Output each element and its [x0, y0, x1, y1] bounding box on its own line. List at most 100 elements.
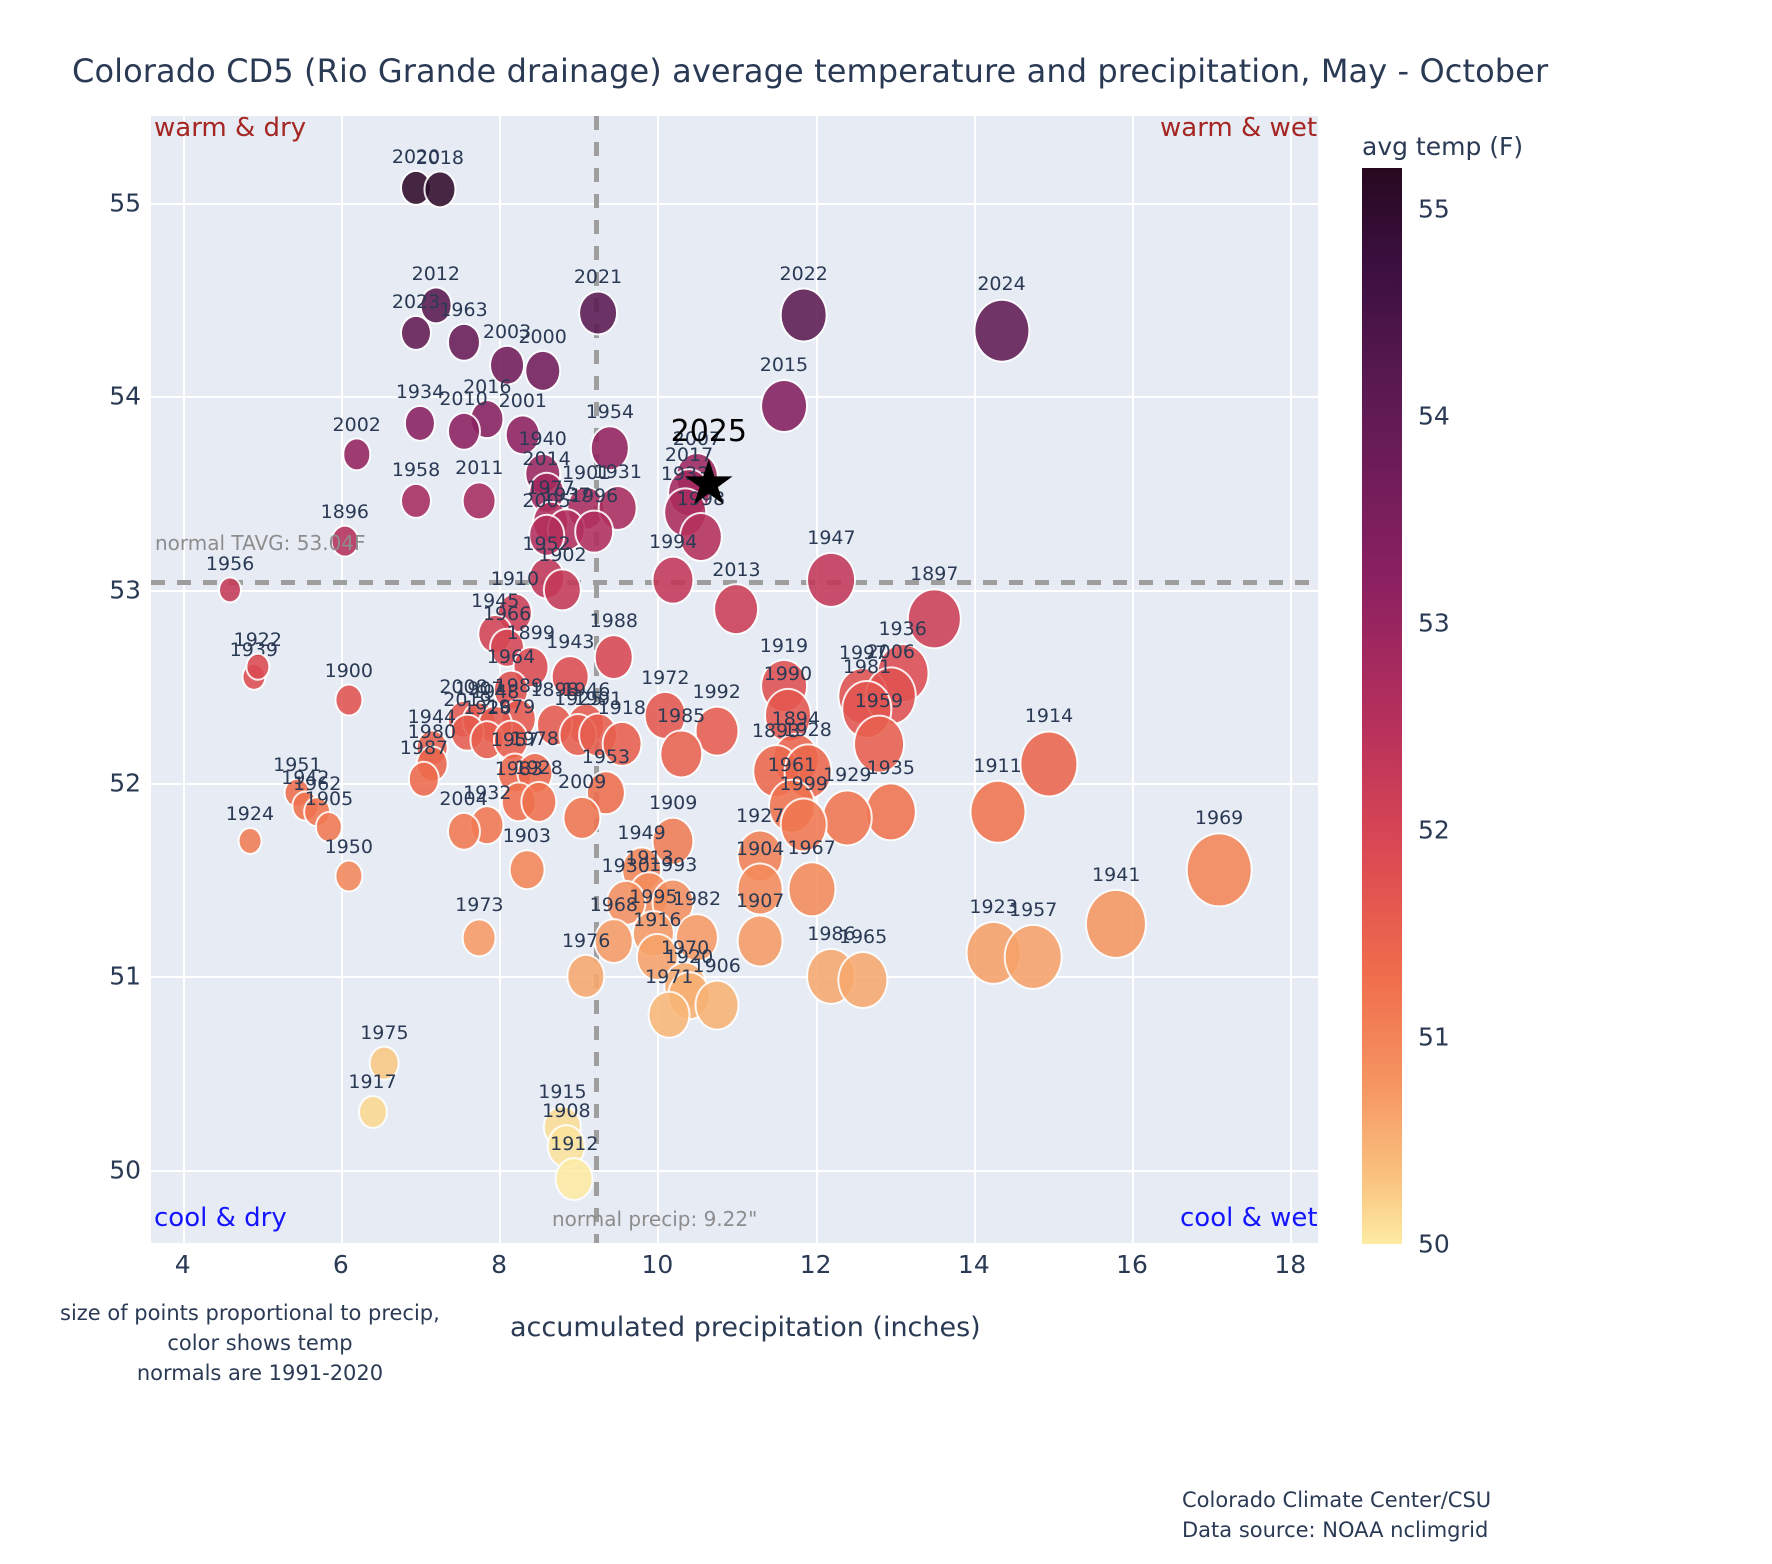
scatter-point[interactable] — [1003, 923, 1063, 990]
scatter-point[interactable] — [562, 795, 602, 840]
scatter-point[interactable] — [760, 378, 808, 433]
scatter-point-label: 1972 — [641, 666, 690, 689]
scatter-point[interactable] — [574, 509, 614, 555]
scatter-point[interactable] — [1185, 832, 1253, 908]
scatter-point[interactable] — [647, 990, 691, 1040]
scatter-point-label: 1959 — [854, 690, 904, 713]
scatter-point[interactable] — [400, 314, 433, 351]
scatter-point-label: 1933 — [660, 463, 710, 486]
scatter-point[interactable] — [508, 849, 546, 891]
scatter-point[interactable] — [601, 721, 643, 768]
gridline-horizontal — [151, 396, 1318, 399]
scatter-point[interactable] — [736, 862, 784, 916]
scatter-point[interactable] — [578, 290, 618, 336]
scatter-point-label: 1990 — [763, 663, 813, 686]
scatter-point[interactable] — [403, 405, 437, 442]
scatter-point-label: 1927 — [736, 805, 785, 828]
scatter-point[interactable] — [736, 914, 784, 968]
scatter-point-label: 2017 — [664, 443, 714, 466]
scatter-point-label: 1952 — [522, 532, 571, 555]
scatter-point-label: 1988 — [589, 610, 639, 633]
scatter-point[interactable] — [1019, 730, 1079, 798]
scatter-point-label: 1914 — [1024, 704, 1074, 727]
scatter-point[interactable] — [543, 567, 582, 612]
scatter-point-label: 2013 — [712, 558, 761, 581]
scatter-point-label: 1978 — [510, 728, 559, 751]
scatter-point-label: 1936 — [878, 617, 927, 640]
scatter-point[interactable] — [446, 411, 481, 451]
scatter-point[interactable] — [651, 555, 695, 605]
x-axis-tick: 10 — [641, 1250, 674, 1279]
scatter-point[interactable] — [694, 979, 740, 1031]
scatter-point[interactable] — [713, 583, 760, 635]
x-axis-tick: 14 — [957, 1250, 990, 1279]
scatter-point[interactable] — [554, 1157, 594, 1202]
scatter-point[interactable] — [1085, 888, 1148, 960]
scatter-point[interactable] — [489, 345, 525, 386]
scatter-point-label: 1953 — [581, 745, 631, 768]
gridline-vertical — [340, 116, 343, 1243]
scatter-point[interactable] — [461, 917, 497, 958]
scatter-point[interactable] — [314, 811, 344, 844]
scatter-point[interactable] — [674, 912, 719, 963]
scatter-point[interactable] — [527, 514, 566, 557]
scatter-point[interactable] — [357, 1094, 388, 1129]
scatter-point[interactable] — [400, 482, 433, 519]
scatter-point[interactable] — [423, 170, 457, 209]
scatter-point[interactable] — [907, 587, 962, 650]
scatter-point[interactable] — [593, 918, 635, 965]
scatter-point[interactable] — [369, 1045, 400, 1081]
scatter-point[interactable] — [446, 811, 481, 851]
scatter-point[interactable] — [659, 729, 703, 779]
scatter-point[interactable] — [864, 782, 917, 842]
scatter-point-label: 1998 — [676, 487, 726, 510]
scatter-point[interactable] — [520, 781, 558, 824]
scatter-point-label: 1907 — [455, 677, 504, 700]
scatter-point-label: 2018 — [415, 146, 464, 169]
scatter-point-label: 2006 — [866, 641, 915, 664]
scatter-point-label: 1992 — [692, 680, 741, 703]
scatter-point[interactable] — [972, 298, 1031, 363]
colorbar-tick: 55 — [1418, 194, 1450, 224]
scatter-point[interactable] — [237, 826, 263, 855]
scatter-point-label: 1967 — [787, 836, 836, 859]
highlight-star-2025[interactable]: ★ — [680, 446, 737, 520]
scatter-point[interactable] — [334, 859, 364, 893]
scatter-point[interactable] — [636, 932, 679, 981]
scatter-point-label: 1983 — [494, 757, 544, 780]
scatter-point[interactable] — [504, 414, 542, 456]
scatter-point[interactable] — [551, 654, 590, 699]
scatter-point[interactable] — [806, 551, 857, 609]
scatter-point-label: 1911 — [973, 754, 1022, 777]
scatter-point-label: 2003 — [482, 321, 532, 344]
scatter-point[interactable] — [969, 779, 1027, 845]
scatter-point[interactable] — [461, 481, 497, 521]
scatter-point[interactable] — [779, 797, 829, 853]
scatter-point[interactable] — [678, 512, 723, 563]
scatter-point-label: 1947 — [807, 527, 856, 550]
scatter-point-label: 1894 — [771, 707, 820, 730]
scatter-point[interactable] — [852, 714, 905, 774]
quadrant-cool-wet: cool & wet — [1180, 1203, 1318, 1233]
scatter-point[interactable] — [334, 683, 364, 717]
scatter-point[interactable] — [837, 951, 889, 1010]
scatter-point-label: 1915 — [538, 1081, 587, 1104]
scatter-point[interactable] — [218, 576, 243, 604]
scatter-point[interactable] — [330, 524, 360, 558]
colorbar-tick: 50 — [1418, 1229, 1450, 1259]
scatter-point-label: 2008 — [439, 676, 488, 698]
scatter-point[interactable] — [523, 349, 562, 393]
scatter-point[interactable] — [589, 425, 631, 472]
scatter-point[interactable] — [787, 861, 837, 917]
scatter-point[interactable] — [566, 953, 606, 999]
scatter-point[interactable] — [341, 437, 372, 471]
scatter-point[interactable] — [245, 652, 271, 682]
scatter-point[interactable] — [593, 634, 635, 681]
scatter-point-label: 1956 — [205, 552, 255, 575]
scatter-point[interactable] — [407, 760, 441, 798]
scatter-point[interactable] — [446, 322, 481, 362]
scatter-point[interactable] — [779, 287, 829, 343]
scatter-point-label: 2015 — [759, 354, 809, 377]
y-axis-tick: 51 — [109, 961, 141, 991]
normal-precip-label: normal precip: 9.22" — [552, 1207, 758, 1231]
